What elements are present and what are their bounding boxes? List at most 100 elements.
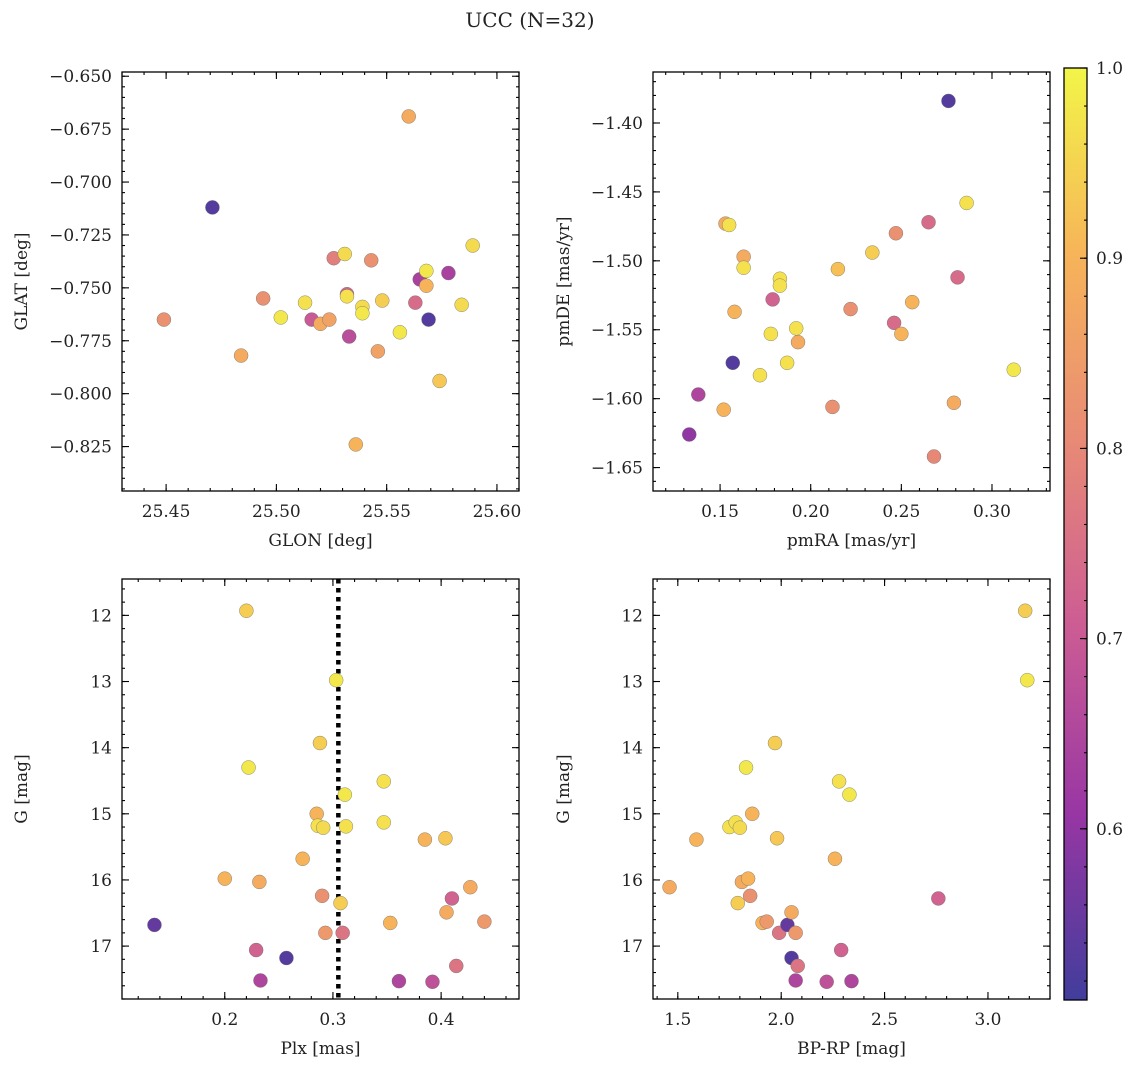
data-point [865, 245, 880, 260]
x-tick-label: 0.3 [319, 1010, 346, 1030]
data-point [721, 217, 737, 233]
data-point [784, 905, 799, 920]
data-point [790, 334, 806, 350]
data-point [441, 265, 456, 281]
data-point [732, 820, 748, 835]
data-point [752, 368, 768, 383]
y-tick-label: 15 [90, 805, 112, 825]
data-point [392, 325, 408, 340]
data-point [921, 215, 936, 230]
data-point [419, 263, 434, 279]
data-point [946, 395, 962, 410]
data-point [759, 914, 774, 929]
axes-frame [121, 71, 520, 492]
colorbar-tick-label: 0.8 [1096, 439, 1123, 459]
data-point [391, 973, 407, 989]
data-point [1020, 672, 1035, 688]
x-tick-label: 0.25 [882, 502, 920, 522]
data-point [727, 304, 742, 320]
colorbar-gradient [1064, 68, 1087, 1000]
x-tick-label: 3.0 [974, 1010, 1001, 1030]
data-point [337, 787, 353, 802]
data-point [383, 915, 398, 931]
x-axis-label: GLON [deg] [268, 531, 372, 551]
data-point [790, 958, 805, 974]
data-point [253, 973, 268, 988]
data-point [682, 427, 697, 442]
x-tick-label: 2.0 [768, 1010, 795, 1030]
data-point [449, 958, 464, 974]
data-point [233, 348, 249, 363]
data-point [959, 195, 974, 211]
colorbar-tick-label: 1.0 [1096, 59, 1123, 79]
data-point [337, 246, 352, 262]
colorbar-tick-label: 0.7 [1096, 630, 1123, 650]
data-point [844, 973, 859, 989]
figure-title: UCC (N=32) [465, 8, 594, 32]
data-point [252, 874, 267, 890]
x-axis-label: pmRA [mas/yr] [787, 531, 916, 551]
y-tick-label: 12 [621, 606, 643, 626]
x-tick-label: 0.15 [701, 502, 739, 522]
data-point [894, 326, 909, 342]
data-point [950, 270, 965, 285]
data-point [1017, 603, 1033, 618]
x-tick-label: 0.4 [428, 1010, 455, 1030]
data-point [348, 437, 363, 452]
y-tick-label: 14 [621, 739, 643, 759]
x-tick-label: 2.5 [871, 1010, 898, 1030]
y-tick-label: 17 [90, 937, 112, 957]
y-tick-label: 14 [90, 739, 112, 759]
x-axis-label: Plx [mas] [280, 1039, 360, 1059]
panel-pmra-pmde: 0.15 0.20 0.25 0.30 −1.65 −1.60 −1.55 −1.50 −1.4… [554, 71, 1051, 551]
y-tick-label: 16 [90, 871, 112, 891]
axes-frame [652, 71, 1051, 492]
data-point [716, 402, 731, 417]
panel-plx-g: 0.2 0.3 0.4 12 13 14 15 16 17 Plx [mas] G [mag] [12, 578, 520, 1059]
data-point [376, 815, 391, 830]
x-tick-label: 0.20 [792, 502, 830, 522]
data-point [788, 925, 803, 941]
data-point [1006, 362, 1021, 377]
y-tick-label: 12 [90, 606, 112, 626]
panel-bprp-g: 1.5 2.0 2.5 3.0 12 13 14 15 16 17 BP-RP [mag] G [ma… [554, 578, 1051, 1059]
data-point [772, 278, 788, 293]
y-tick-label: −1.65 [591, 459, 643, 479]
data-point [425, 974, 440, 990]
x-tick-label: 0.2 [211, 1010, 238, 1030]
data-point [339, 289, 355, 304]
data-point [297, 295, 313, 310]
data-point [736, 260, 751, 275]
data-point [312, 735, 328, 751]
x-tick-label: 25.60 [473, 502, 522, 522]
data-point [241, 760, 256, 775]
data-point [444, 891, 460, 906]
data-point [725, 355, 740, 371]
panel-glon-glat: 25.45 25.50 25.55 25.60 −0.825 −0.800 −0.775 −0… [12, 67, 521, 551]
data-point [248, 942, 264, 958]
x-tick-label: 1.5 [664, 1010, 691, 1030]
data-point [255, 291, 271, 306]
data-point [355, 306, 370, 321]
y-tick-label: 13 [90, 673, 112, 693]
x-tick-label: 25.50 [252, 502, 301, 522]
y-tick-label: 15 [621, 805, 643, 825]
data-point [454, 297, 469, 312]
data-point [338, 819, 354, 834]
data-point [825, 399, 840, 415]
plot-area [122, 72, 519, 491]
data-point [830, 261, 846, 277]
y-axis-label: pmDE [mas/yr] [554, 216, 574, 346]
data-point [375, 293, 390, 308]
y-tick-label: −1.45 [591, 183, 643, 203]
colorbar-tick-label: 0.6 [1096, 820, 1123, 840]
data-point [662, 880, 677, 895]
data-point [341, 329, 357, 344]
y-tick-label: −0.750 [49, 279, 112, 299]
data-point [742, 888, 758, 904]
data-point [279, 950, 294, 966]
data-point [147, 917, 162, 933]
data-point [763, 326, 779, 342]
data-point [335, 925, 350, 941]
